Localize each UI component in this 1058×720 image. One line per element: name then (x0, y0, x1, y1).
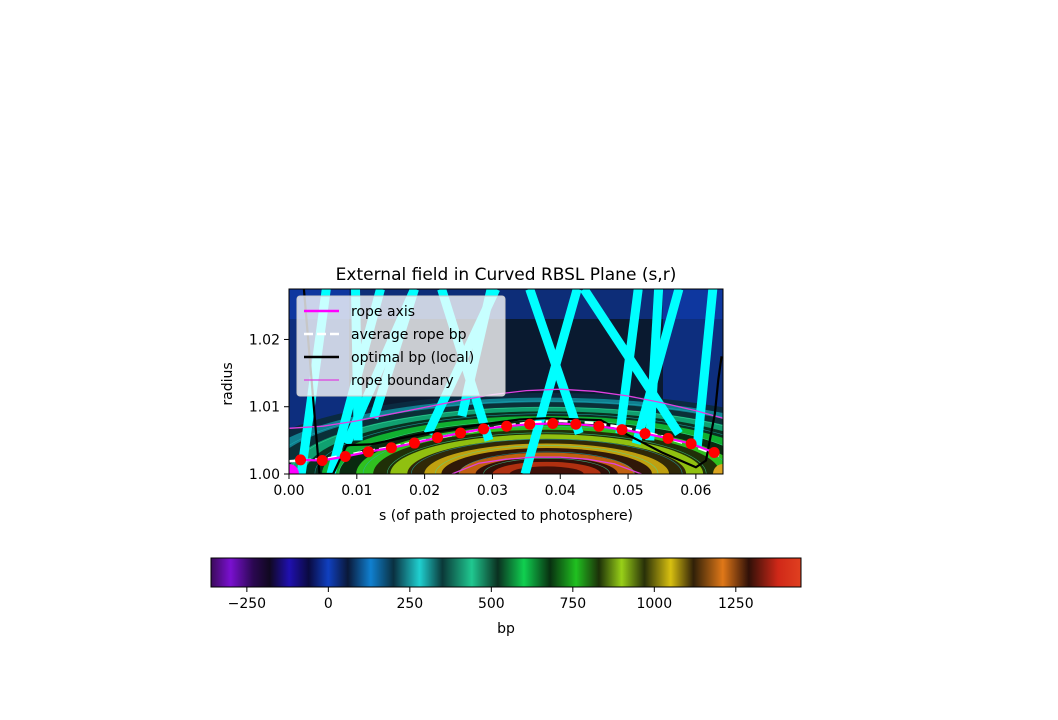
x-tick-label: 0.03 (477, 483, 508, 499)
bp-contour-line (483, 457, 611, 474)
colorbar-tick-label: 500 (478, 596, 505, 612)
x-axis-ticks: 0.00 0.01 0.02 0.03 0.04 0.05 0.06 (273, 474, 712, 499)
x-tick-label: 0.00 (273, 483, 304, 499)
rope-axis-markers (295, 418, 720, 467)
bp-contour-line (410, 438, 683, 474)
rope-axis-marker (662, 432, 674, 444)
rope-axis-marker (339, 451, 351, 463)
rope-axis-marker (570, 418, 582, 430)
rope-axis-marker (524, 418, 536, 430)
colorbar-tick-label: 0 (324, 596, 333, 612)
chart-title: External field in Curved RBSL Plane (s,r… (336, 265, 677, 285)
rope-axis-marker (593, 420, 605, 432)
y-tick-label: 1.02 (249, 332, 280, 348)
colorbar-label: bp (497, 621, 515, 637)
x-axis-label: s (of path projected to photosphere) (379, 508, 633, 524)
rope-axis-marker (362, 446, 374, 458)
y-tick-label: 1.01 (249, 400, 280, 416)
rope-axis-marker (639, 428, 651, 440)
rope-boundary-upper (289, 388, 723, 429)
rope-axis-marker (295, 454, 307, 466)
bp-contour-line (338, 419, 723, 474)
field-line (645, 289, 664, 441)
legend-entry-optimal-bp: optimal bp (local) (304, 350, 474, 366)
legend-label-optimal-bp: optimal bp (local) (351, 350, 474, 366)
colorbar-tick-label: 1250 (718, 596, 754, 612)
legend-label-rope-axis: rope axis (351, 304, 415, 320)
x-tick-label: 0.02 (409, 483, 440, 499)
rope-axis-marker (385, 442, 397, 454)
colorbar-ticks: −250 0 250 500 750 1000 1250 (228, 587, 754, 612)
y-axis-ticks: 1.00 1.01 1.02 (249, 332, 289, 483)
colorbar: −250 0 250 500 750 1000 1250 bp (210, 557, 802, 637)
rope-axis-marker (408, 437, 420, 449)
colorbar-tick-label: 750 (559, 596, 586, 612)
legend-entry-rope-boundary: rope boundary (304, 373, 454, 389)
field-line (692, 289, 718, 448)
rope-boundary-lower (451, 456, 642, 474)
rope-axis-marker (685, 438, 697, 450)
colorbar-tick-label: −250 (228, 596, 266, 612)
rope-axis-marker (616, 424, 628, 436)
legend-box (296, 295, 506, 397)
axes-frame (288, 288, 724, 475)
rope-axis-marker (432, 432, 444, 444)
footpoint-marker (289, 464, 299, 474)
footpoints (289, 464, 723, 474)
y-tick-label: 1.00 (249, 467, 280, 483)
field-line (520, 289, 582, 474)
colorbar-tick-label: 250 (396, 596, 423, 612)
x-tick-label: 0.04 (545, 483, 576, 499)
x-tick-label: 0.06 (680, 483, 711, 499)
field-line (615, 289, 643, 435)
y-axis-label: radius (220, 362, 236, 405)
rope-axis-marker (501, 420, 513, 432)
colorbar-gradient (210, 557, 802, 588)
legend-label-average-rope-bp: average rope bp (351, 327, 467, 343)
rope-axis-marker (316, 455, 328, 467)
legend-entry-rope-axis: rope axis (304, 304, 415, 320)
footpoint-marker (713, 464, 723, 474)
colorbar-tick-label: 1000 (636, 596, 672, 612)
rope-axis-marker (478, 423, 490, 435)
legend-entry-average-rope-bp: average rope bp (304, 327, 467, 343)
legend-label-rope-boundary: rope boundary (351, 373, 454, 389)
x-tick-label: 0.01 (341, 483, 372, 499)
legend: rope axis average rope bp optimal bp (lo… (296, 295, 506, 397)
x-tick-label: 0.05 (612, 483, 643, 499)
rope-axis-marker (708, 446, 720, 458)
rope-axis-marker (547, 418, 559, 430)
rope-axis-marker (455, 427, 467, 439)
